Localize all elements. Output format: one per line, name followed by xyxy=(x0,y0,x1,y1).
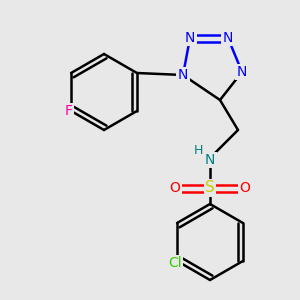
Text: Cl: Cl xyxy=(168,256,182,270)
Text: N: N xyxy=(185,31,195,45)
Text: H: H xyxy=(193,143,203,157)
Text: N: N xyxy=(205,153,215,167)
Text: N: N xyxy=(178,68,188,82)
Text: S: S xyxy=(205,181,215,196)
Text: F: F xyxy=(65,104,73,118)
Text: O: O xyxy=(169,181,180,195)
Text: N: N xyxy=(237,65,247,79)
Text: O: O xyxy=(240,181,250,195)
Text: N: N xyxy=(223,31,233,45)
